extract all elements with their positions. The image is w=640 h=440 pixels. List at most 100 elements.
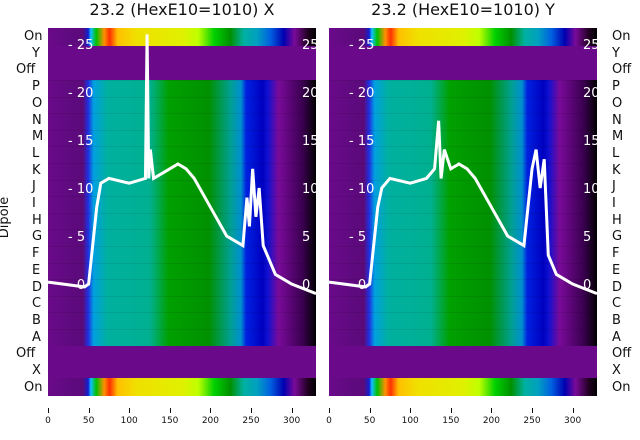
heatmap-band [329, 28, 597, 46]
row-label-left: N [32, 112, 42, 128]
xtick-mark [251, 408, 253, 413]
row-label-right: B [612, 312, 621, 328]
row-separator [329, 312, 597, 314]
row-label-left: I [32, 196, 36, 211]
row-label-left: C [32, 296, 42, 312]
inner-ytick-left: - 0 [349, 278, 366, 293]
row-label-right: D [612, 279, 623, 295]
heatmap-band [48, 80, 316, 346]
heatmap-band [48, 378, 316, 396]
row-separator [48, 113, 316, 115]
inner-ytick-left: - 10 [68, 182, 93, 197]
row-label-left: H [32, 212, 42, 228]
row-label-left: E [32, 262, 41, 278]
row-separator [329, 129, 597, 131]
inner-ytick-right: 5 [302, 230, 310, 245]
row-label-left: On [24, 29, 43, 44]
heatmap-band [48, 46, 316, 80]
row-separator [48, 146, 316, 148]
inner-ytick-left: - 15 [68, 134, 93, 149]
row-separator [48, 262, 316, 264]
heatmap-band [329, 378, 597, 396]
row-label-left: O [32, 95, 43, 111]
panel-x: - 0 0 - 5 5 - 10 10 - 15 15 - 20 20 - 25 25 [48, 28, 316, 396]
inner-ytick-left: - 15 [349, 134, 374, 149]
inner-ytick-right: 0 [302, 278, 310, 293]
series-line [48, 34, 316, 295]
row-label-left: D [32, 279, 43, 295]
row-separator [48, 96, 316, 98]
panel-y: - 0 0 - 5 5 - 10 10 - 15 15 - 20 20 - 25 25 [329, 28, 597, 396]
xtick-mark [369, 408, 371, 413]
title-right: 23.2 (HexE10=1010) Y [371, 0, 555, 19]
heatmap-band [48, 346, 316, 378]
xtick-mark [450, 408, 452, 413]
xtick-mark [169, 408, 171, 413]
inner-ytick-left: - 25 [349, 38, 374, 53]
row-label-right: G [612, 229, 623, 245]
row-separator [48, 163, 316, 164]
xtick-label: 250 [523, 416, 541, 426]
row-separator [48, 246, 316, 247]
xtick-label: 0 [45, 416, 51, 426]
row-label-right: I [612, 196, 616, 211]
row-label-right: X [612, 363, 621, 378]
row-label-right: J [612, 179, 616, 195]
xtick-mark [491, 408, 493, 413]
row-separator [329, 295, 597, 297]
row-separator [329, 163, 597, 164]
row-label-left: On [24, 379, 43, 395]
row-separator [48, 212, 316, 214]
row-separator [48, 179, 316, 181]
inner-ytick-right: 20 [302, 86, 316, 101]
row-label-left: L [32, 145, 40, 161]
row-label-right: C [612, 296, 622, 312]
xtick-label: 50 [82, 416, 95, 426]
line-overlay: - 0 0 - 5 5 - 10 10 - 15 15 - 20 20 - 25 25 [329, 38, 597, 295]
xtick-label: 300 [564, 416, 582, 426]
row-label-left: M [32, 129, 44, 145]
row-label-left: Off [16, 62, 36, 78]
inner-ytick-left: - 5 [349, 230, 366, 245]
inner-ytick-right: 25 [583, 38, 597, 53]
row-separator [329, 113, 597, 115]
row-separator [329, 80, 597, 81]
row-separator [329, 329, 597, 330]
xtick-mark [88, 408, 90, 413]
xtick-label: 100 [401, 416, 419, 426]
row-separator [48, 196, 316, 198]
row-label-left: Off [16, 346, 36, 362]
row-separator [329, 179, 597, 181]
inner-ytick-left: - 5 [68, 230, 85, 245]
row-label-right: Y [612, 45, 620, 61]
row-separator [329, 96, 597, 98]
inner-ytick-left: - 20 [349, 86, 374, 101]
xtick-mark [532, 408, 534, 413]
inner-ytick-left: - 25 [68, 38, 93, 53]
xtick-label: 150 [161, 416, 179, 426]
heatmap-band [48, 28, 316, 46]
row-label-right: O [612, 95, 623, 111]
xtick-mark [329, 408, 330, 413]
heatmap-band [329, 80, 597, 346]
row-separator [329, 212, 597, 214]
row-label-right: Off [612, 62, 632, 78]
row-label-right: M [612, 129, 624, 145]
xtick-mark [572, 408, 574, 413]
inner-ytick-right: 10 [583, 182, 597, 197]
inner-ytick-right: 20 [583, 86, 597, 101]
row-separator [329, 146, 597, 148]
inner-ytick-right: 25 [302, 38, 316, 53]
row-label-left: P [32, 79, 40, 95]
line-overlay: - 0 0 - 5 5 - 10 10 - 15 15 - 20 20 - 25 25 [48, 34, 316, 295]
xtick-mark [410, 408, 412, 413]
row-label-right: H [612, 212, 622, 228]
row-label-left: X [32, 363, 41, 378]
xtick-label: 300 [283, 416, 301, 426]
xtick-label: 250 [242, 416, 260, 426]
row-label-left: K [32, 162, 41, 178]
heatmap-band [329, 346, 597, 378]
series-line [329, 120, 597, 295]
row-label-right: F [612, 246, 620, 262]
heatmap-band [329, 46, 597, 80]
